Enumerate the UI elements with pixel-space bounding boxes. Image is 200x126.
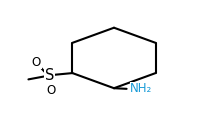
Text: NH₂: NH₂ [130, 82, 152, 95]
Text: O: O [32, 56, 41, 69]
Text: S: S [45, 68, 54, 83]
Text: O: O [47, 84, 56, 97]
